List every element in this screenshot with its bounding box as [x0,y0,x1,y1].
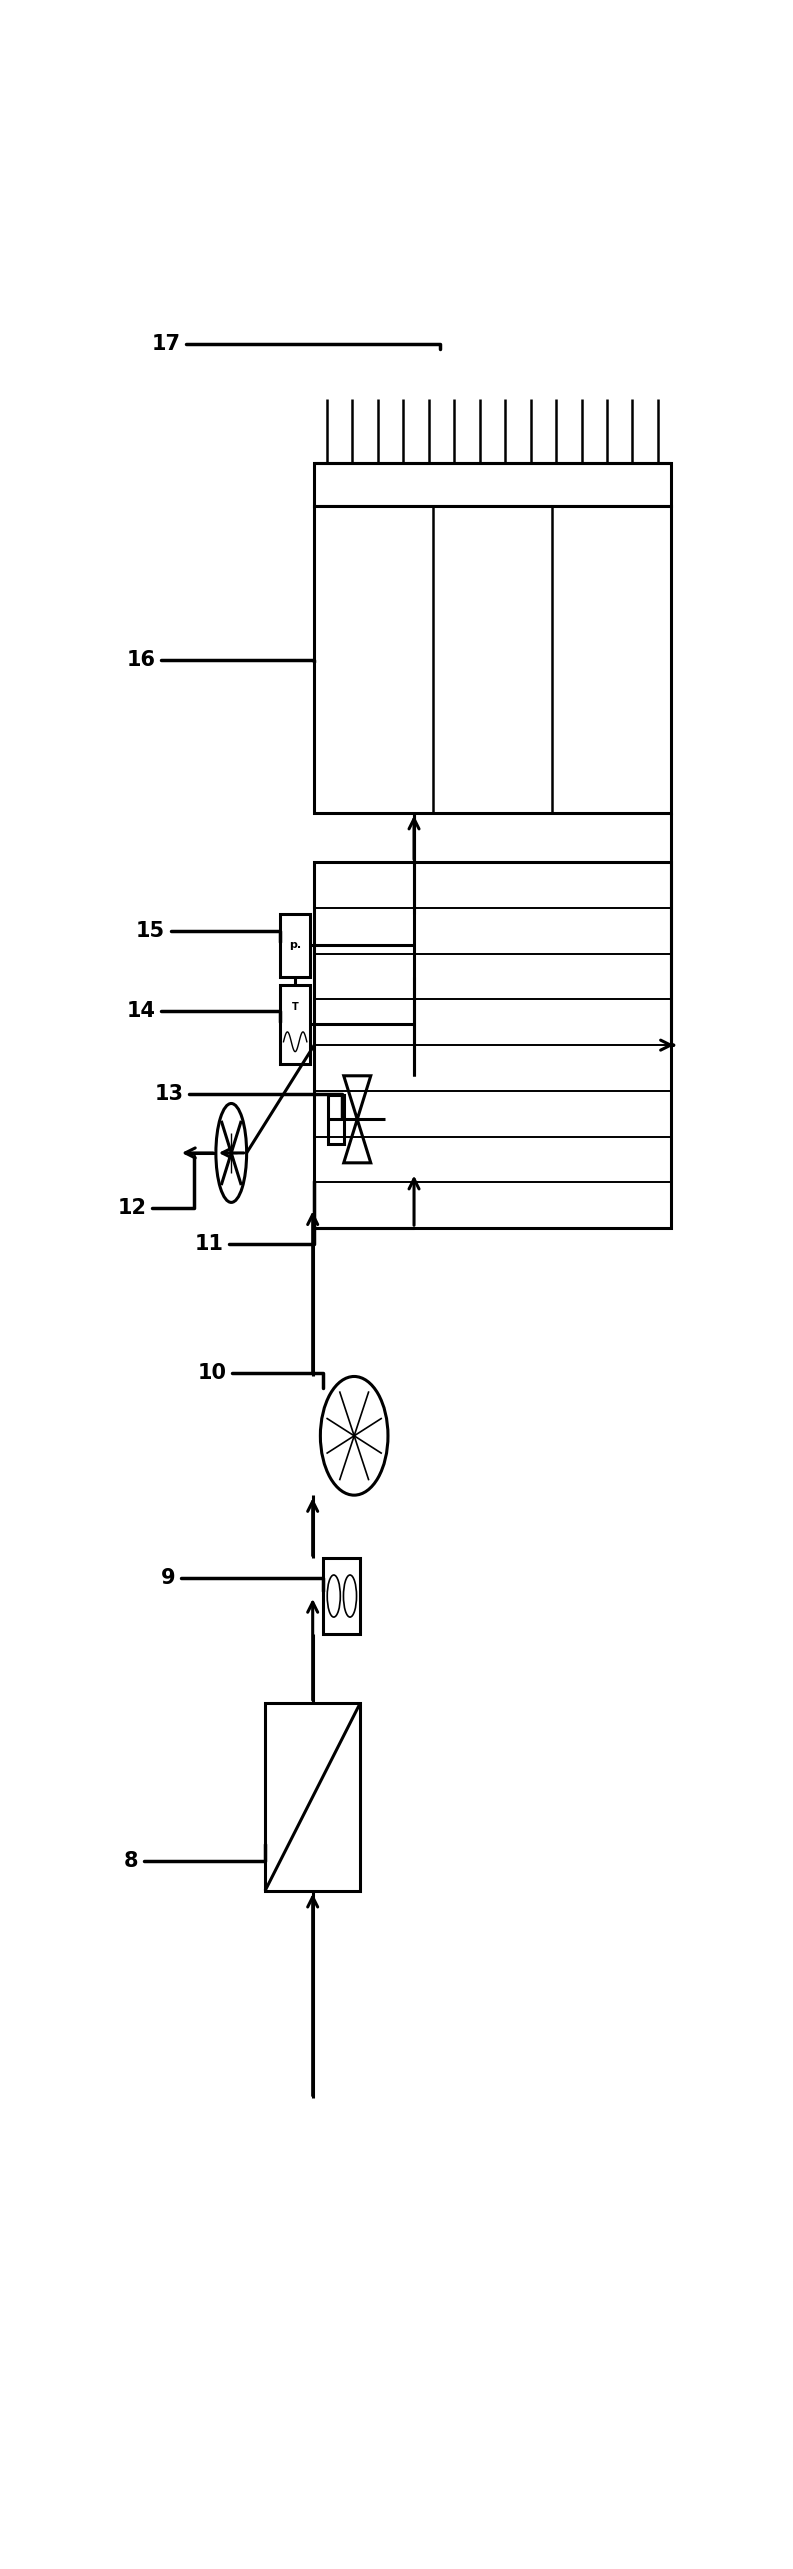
Ellipse shape [320,1377,388,1495]
Text: 16: 16 [127,650,314,671]
Text: 14: 14 [127,999,281,1022]
Bar [314,506,671,812]
Bar [281,915,310,976]
Text: 10: 10 [197,1362,324,1387]
Bar [314,462,671,506]
Text: 15: 15 [136,922,281,943]
Bar [314,863,671,1228]
Circle shape [328,1575,340,1616]
Text: 12: 12 [117,1156,194,1218]
Text: 13: 13 [155,1084,342,1118]
Circle shape [216,1105,247,1202]
Bar [324,1559,360,1634]
Text: 9: 9 [160,1567,324,1590]
Text: p.: p. [289,940,301,951]
Circle shape [343,1575,357,1616]
Text: 8: 8 [124,1845,265,1870]
Bar [281,984,310,1064]
Bar [265,1703,360,1891]
Text: T: T [292,1002,298,1012]
Text: 11: 11 [194,1182,314,1254]
Bar [328,1094,343,1143]
Text: 17: 17 [151,334,440,355]
